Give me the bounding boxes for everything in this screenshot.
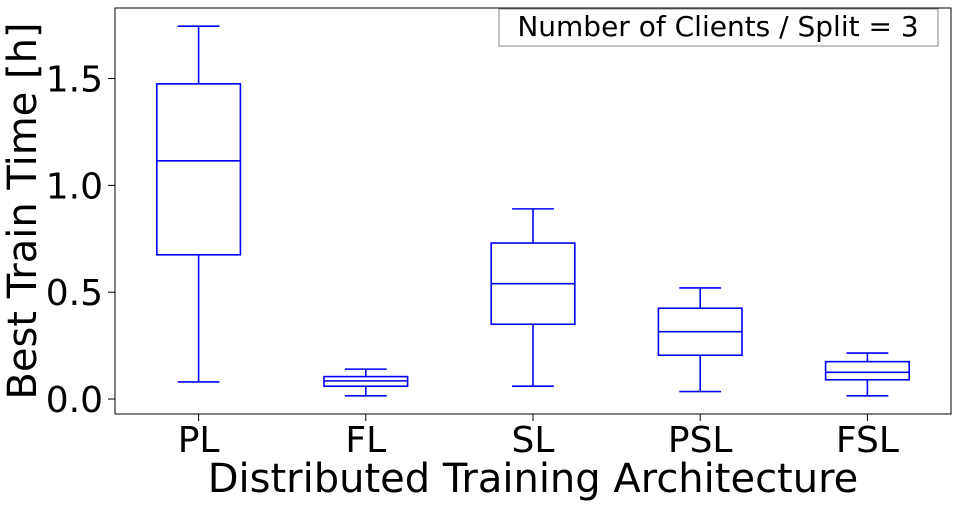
y-tick-label: 1.5 bbox=[46, 60, 103, 101]
box-fsl bbox=[824, 352, 910, 397]
y-tick-label: 0.0 bbox=[46, 380, 103, 421]
x-tick-label: PL bbox=[178, 420, 220, 461]
iqr-box bbox=[824, 360, 910, 381]
y-axis: 0.0 0.5 1.0 1.5 bbox=[46, 60, 115, 421]
x-tick-label: PSL bbox=[668, 420, 733, 461]
legend-annotation: Number of Clients / Split = 3 bbox=[498, 8, 939, 47]
x-tick-label: FSL bbox=[836, 420, 899, 461]
legend-text: Number of Clients / Split = 3 bbox=[517, 10, 918, 43]
box-psl bbox=[657, 287, 743, 393]
boxes-layer bbox=[156, 25, 910, 397]
y-axis-label: Best Train Time [h] bbox=[0, 22, 46, 399]
x-tick-label: SL bbox=[512, 420, 555, 461]
iqr-box bbox=[156, 83, 242, 256]
box-pl bbox=[156, 25, 242, 383]
legend-box bbox=[498, 8, 939, 47]
box-fl bbox=[323, 368, 409, 397]
y-tick-label: 1.0 bbox=[46, 166, 103, 207]
x-tick-label: FL bbox=[345, 420, 386, 461]
x-axis-label: Distributed Training Architecture bbox=[208, 456, 859, 502]
y-tick-label: 0.5 bbox=[46, 273, 103, 314]
x-axis: PL FL SL PSL FSL bbox=[178, 414, 899, 461]
box-sl bbox=[490, 208, 576, 388]
